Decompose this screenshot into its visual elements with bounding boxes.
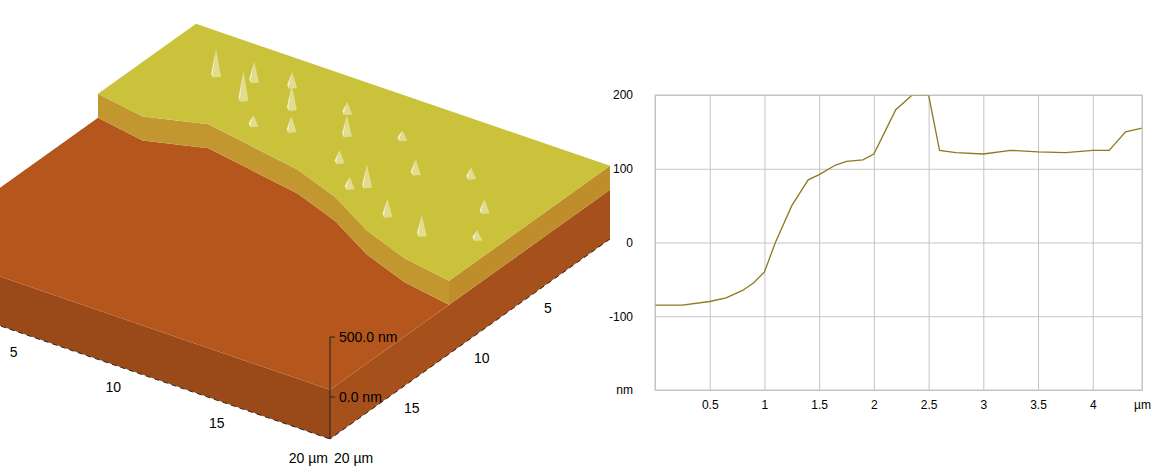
peak [240,71,248,102]
y-tick-label: 100 [613,162,633,176]
x-tick-label: 2.5 [921,398,938,412]
peak [344,102,352,115]
x-tick: 1 [762,95,769,412]
profile-line [655,95,1142,305]
y-tick-label: 20 µm [334,450,373,466]
z-tick-label: 500.0 nm [339,329,397,345]
peaks [211,49,489,241]
z-tick [330,397,335,398]
x-tick: 4 [1090,95,1097,412]
peak [364,165,372,189]
x-tick: 0.5 [702,95,719,412]
y-tick: -100 [609,310,1142,324]
peak [288,116,296,133]
z-axis-line [330,337,331,439]
peak [346,177,354,190]
x-axis: 0.5 1 1.5 2 2.5 3 3.5 4 µm [656,95,1151,412]
x-tick-label: µm [1134,398,1151,412]
plot-frame [655,95,1142,390]
grid-line [655,243,1142,244]
x-tick-label: 0.5 [702,398,719,412]
grid-line [655,316,1142,317]
y-tick-label: 0 [626,236,633,250]
x-tick-label: 3 [980,398,987,412]
peak [289,86,297,111]
y-tick-label: 5 [544,300,552,316]
z-tick [330,337,335,338]
peak [419,215,427,237]
y-tick-label: nm [616,383,633,397]
peak [251,62,259,84]
peak [213,49,221,78]
y-tick: 100 [613,162,1142,176]
x-tick-label: 15 [209,415,225,431]
plot-area [655,95,1142,305]
x-tick: 2.5 [921,95,938,412]
peak [481,200,489,214]
peak [474,230,482,241]
x-tick-label: 10 [105,379,121,395]
peak [468,168,476,180]
surface-tick-labels: 5 10 15 20 µm 5 10 15 20 µm 0.0 nm 500.0 nm [10,300,552,466]
x-axis-line [0,297,330,439]
y-tick-label: -100 [609,310,633,324]
surface-axes [0,239,610,439]
x-tick-label: 3.5 [1030,398,1047,412]
peak [412,159,420,176]
y-axis: nm -100 0 100 200 [609,88,1142,397]
y-tick-label: 200 [613,88,633,102]
x-tick: 3.5 [1030,95,1047,412]
z-tick-label: 0.0 nm [339,389,382,405]
x-tick-label: 20 µm [289,450,328,466]
x-tick-label: 5 [10,344,18,360]
surface-plot [0,24,610,439]
x-tick: 1.5 [811,95,828,412]
x-tick-label: 4 [1090,398,1097,412]
grid-line [655,169,1142,170]
peak [399,131,407,142]
peak [289,72,297,89]
x-tick-label: 1.5 [811,398,828,412]
peak [384,199,392,218]
y-tick: 0 [626,236,1142,250]
x-tick-label: 2 [871,398,878,412]
y-axis-line [330,239,610,439]
peak [250,115,258,127]
high-terrace [98,24,610,281]
peak [336,150,344,164]
y-tick-label: 10 [474,350,490,366]
x-tick-label: 1 [762,398,769,412]
peak [344,116,352,138]
x-tick: 2 [871,95,878,412]
x-tick: 3 [980,95,987,412]
figure: 5101520 µm5101520 µm0.0 nm500.0 nm0.511.… [0,0,1161,474]
y-tick-label: 15 [404,400,420,416]
